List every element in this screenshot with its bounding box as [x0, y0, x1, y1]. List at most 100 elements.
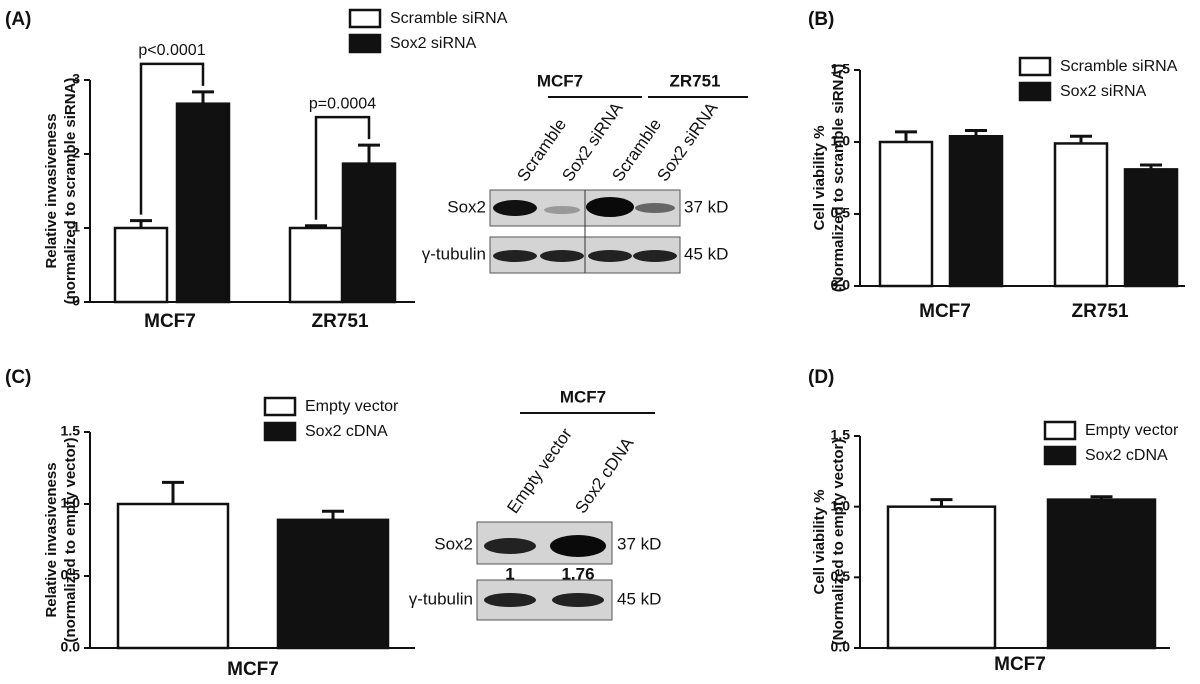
x-tick-label: MCF7	[227, 659, 279, 680]
legend-swatch	[348, 33, 382, 54]
y-tick-label: 3	[72, 71, 80, 87]
bar	[276, 518, 390, 650]
legend-label: Sox2 cDNA	[305, 423, 388, 440]
y-tick-label: 1	[72, 219, 80, 235]
band	[484, 593, 536, 607]
y-tick-label: 1.0	[831, 497, 851, 513]
y-axis-label: Cell viability %	[811, 489, 828, 594]
legend-swatch	[263, 421, 297, 442]
legend-label: Sox2 siRNA	[390, 35, 477, 52]
band	[588, 250, 632, 262]
p-value: p=0.0004	[309, 95, 376, 112]
band	[484, 538, 536, 554]
legend-label: Empty vector	[1085, 422, 1179, 439]
y-tick-label: 0.5	[61, 567, 81, 583]
band	[544, 206, 580, 214]
bar	[341, 162, 397, 304]
y-tick-label: 1.5	[831, 61, 851, 77]
row-label: γ-tubulin	[409, 589, 473, 608]
panel: (A) Relative invasiveness (normalized to s…	[5, 8, 508, 332]
bar	[116, 502, 230, 650]
blot-group: MCF7	[537, 71, 583, 90]
western-blot-2: MCF7 Empty vector Sox2 cDNA 1 1.76 Sox2 …	[409, 387, 661, 621]
y-axis-label: Relative invasiveness	[43, 462, 60, 617]
x-tick-label: ZR751	[311, 311, 368, 332]
legend-swatch	[1043, 420, 1077, 441]
panel-label: (B)	[808, 9, 834, 30]
significance-bracket	[139, 62, 205, 215]
band	[550, 535, 606, 557]
bar	[1123, 168, 1179, 288]
bar	[878, 140, 934, 288]
x-tick-label: MCF7	[994, 654, 1046, 675]
lane-label: Sox2 siRNA	[653, 98, 722, 185]
lane-label: Sox2 cDNA	[571, 433, 637, 516]
lane-label: Empty vector	[503, 424, 576, 516]
blot-group: ZR751	[669, 71, 720, 90]
legend-label: Empty vector	[305, 398, 399, 415]
band	[552, 593, 604, 607]
panel: (C) Relative invasiveness (normalized to e…	[5, 367, 415, 680]
y-tick-label: 1.5	[61, 423, 81, 439]
bar	[175, 102, 231, 304]
y-axis-label: Relative invasiveness	[43, 113, 60, 268]
bar	[886, 505, 997, 650]
band	[586, 197, 634, 217]
legend-swatch	[1018, 81, 1052, 102]
bar	[288, 226, 344, 304]
x-tick-label: ZR751	[1071, 301, 1128, 322]
y-tick-label: 0.0	[831, 277, 851, 293]
y-tick-label: 2	[72, 145, 80, 161]
legend-swatch	[263, 396, 297, 417]
y-axis-label: (Normalized to empty vector)	[830, 439, 847, 646]
p-value: p<0.0001	[138, 42, 205, 59]
y-tick-label: 1.0	[61, 495, 81, 511]
row-size: 37 kD	[617, 534, 661, 553]
panel: (B) Cell viability % (Normalized to scramb…	[808, 9, 1185, 322]
y-tick-label: 0.5	[831, 568, 851, 584]
bar	[113, 226, 169, 304]
band	[493, 250, 537, 262]
y-tick-label: 0.0	[61, 639, 81, 655]
y-axis-label: (normalized to scramble siRNA)	[62, 78, 79, 305]
western-blot-1: MCF7 ZR751 Scramble Sox2 siRNA Scramble …	[422, 71, 748, 274]
blot-group: MCF7	[560, 387, 606, 406]
legend-swatch	[1043, 445, 1077, 466]
band	[635, 203, 675, 213]
row-size: 37 kD	[684, 197, 728, 216]
panel-label: (D)	[808, 367, 834, 388]
row-label: γ-tubulin	[422, 244, 486, 263]
row-size: 45 kD	[684, 244, 728, 263]
legend-label: Sox2 siRNA	[1060, 83, 1147, 100]
legend-label: Scramble siRNA	[390, 10, 508, 27]
bar	[1046, 498, 1157, 650]
y-tick-label: 0.5	[831, 205, 851, 221]
x-tick-label: MCF7	[144, 311, 196, 332]
y-tick-label: 0	[72, 293, 80, 309]
band	[633, 250, 677, 262]
legend-label: Sox2 cDNA	[1085, 447, 1168, 464]
row-label: Sox2	[434, 534, 473, 553]
band	[493, 200, 537, 216]
y-tick-label: 1.5	[831, 427, 851, 443]
y-axis-label: Cell viability %	[811, 125, 828, 230]
row-size: 45 kD	[617, 589, 661, 608]
legend-swatch	[348, 8, 382, 29]
quantification: 1.76	[561, 564, 594, 583]
band	[540, 250, 584, 262]
significance-bracket	[314, 115, 371, 220]
panel: (D) Cell viability % (Normalized to empty …	[808, 367, 1179, 675]
y-tick-label: 0.0	[831, 639, 851, 655]
panel-label: (C)	[5, 367, 31, 388]
legend-label: Scramble siRNA	[1060, 58, 1178, 75]
x-tick-label: MCF7	[919, 301, 971, 322]
y-axis-label: (Normalized to scramble siRNA)	[830, 64, 847, 292]
y-tick-label: 1.0	[831, 133, 851, 149]
quantification: 1	[505, 564, 514, 583]
bar	[1053, 142, 1109, 288]
legend-swatch	[1018, 56, 1052, 77]
y-axis-label: (normalized to empty vector)	[62, 437, 79, 642]
row-label: Sox2	[447, 197, 486, 216]
panel-label: (A)	[5, 9, 31, 30]
